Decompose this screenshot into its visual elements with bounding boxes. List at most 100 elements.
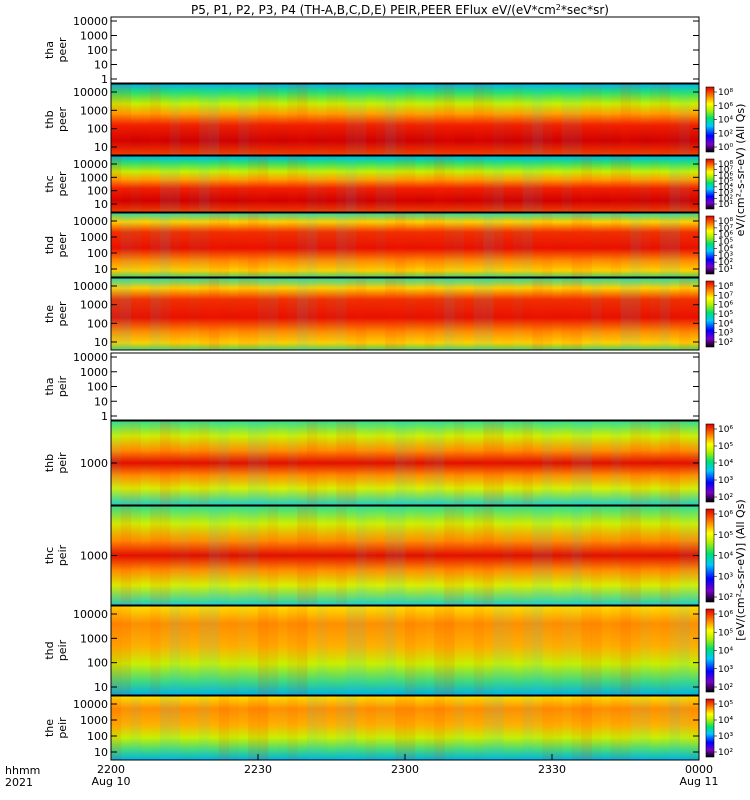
colorbar-tick-label-thc_peer-6: 10² bbox=[718, 194, 733, 204]
colorbar-tick-label-the_peir-1: 10⁴ bbox=[718, 716, 733, 726]
ytick-label-tha_peir-4: 1 bbox=[101, 410, 108, 423]
ytick-label-tha_peer-0: 10000 bbox=[73, 15, 108, 28]
ytick-label-tha_peer-2: 100 bbox=[87, 44, 108, 57]
colorbar-thd_peir bbox=[705, 608, 715, 693]
colorbar-tick-label-thb_peir-4: 10² bbox=[718, 493, 733, 503]
panel-label-product-thb_peer: peer bbox=[56, 107, 69, 133]
panel-label-product-tha_peer: peer bbox=[56, 37, 69, 63]
time-tick-label-0: 2200 bbox=[97, 763, 125, 776]
time-tick-label-1: 2230 bbox=[244, 763, 272, 776]
panel-label-probe-the_peir: the bbox=[43, 719, 56, 737]
colorbar-tick-label-the_peer-5: 10³ bbox=[718, 329, 733, 339]
ytick-label-tha_peer-1: 1000 bbox=[80, 30, 108, 43]
ytick-label-thd_peer-2: 100 bbox=[87, 247, 108, 260]
panel-label-probe-the_peer: the bbox=[43, 305, 56, 323]
colorbar-tick-label-thb_peir-0: 10⁶ bbox=[718, 425, 733, 435]
ytick-label-thd_peir-2: 100 bbox=[87, 657, 108, 670]
panel-label-product-the_peer: peer bbox=[56, 301, 69, 327]
spectrogram-texture-the_peir bbox=[111, 696, 690, 760]
ytick-label-thc_peer-2: 100 bbox=[87, 185, 108, 198]
colorbar-tick-label-thb_peer-4: 10⁰ bbox=[718, 143, 733, 153]
colorbar-tick-label-thd_peer-3: 10⁵ bbox=[718, 238, 733, 248]
colorbar-tick-label-thb_peir-3: 10³ bbox=[718, 476, 733, 486]
spectrogram-the_peer bbox=[111, 278, 699, 350]
panel-label-probe-tha_peir: tha bbox=[43, 377, 56, 395]
colorbar-tick-label-thc_peer-0: 10⁸ bbox=[718, 160, 733, 170]
colorbar-tick-label-thd_peir-0: 10⁶ bbox=[718, 610, 733, 620]
panel-label-product-tha_peir: peir bbox=[56, 375, 69, 397]
ytick-label-the_peir-2: 100 bbox=[87, 730, 108, 743]
colorbar-tick-label-the_peer-0: 10⁸ bbox=[718, 282, 733, 292]
panel-label-product-the_peir: peir bbox=[56, 717, 69, 739]
panel-the_peir: 10000 1000 100 10 the peir 10⁵ 10⁴ 10³ 10² bbox=[43, 695, 733, 761]
ytick-label-thd_peir-1: 1000 bbox=[80, 632, 108, 645]
time-axis-label-hhmm: hhmm bbox=[5, 764, 40, 777]
ytick-label-the_peer-3: 10 bbox=[94, 336, 108, 349]
colorbar-tick-label-the_peer-1: 10⁷ bbox=[718, 291, 733, 301]
ytick-label-the_peir-1: 1000 bbox=[80, 714, 108, 727]
colorbar-tick-label-thd_peer-6: 10² bbox=[718, 258, 733, 268]
colorbar-tick-label-thb_peir-2: 10⁴ bbox=[718, 459, 733, 469]
ytick-label-tha_peer-3: 10 bbox=[94, 59, 108, 72]
panel-label-product-thc_peir: peir bbox=[56, 544, 69, 566]
colorbar-tick-label-thc_peer-7: 10¹ bbox=[718, 200, 733, 210]
spectrogram-texture-the_peer bbox=[111, 278, 690, 350]
ytick-label-thc_peir-0: 1000 bbox=[80, 550, 108, 563]
time-tick-label-3: 2330 bbox=[538, 763, 566, 776]
spectrogram-thc_peer bbox=[111, 156, 699, 212]
colorbar-tick-label-thd_peer-2: 10⁶ bbox=[718, 231, 733, 241]
ytick-label-the_peer-0: 10000 bbox=[73, 280, 108, 293]
panel-frame-tha_peir bbox=[110, 352, 700, 421]
panel-thc_peir: 1000 thc peir 10⁶ 10⁵ 10⁴ 10³ 10² bbox=[43, 505, 733, 606]
colorbar-tick-label-the_peer-4: 10⁴ bbox=[718, 319, 733, 329]
colorbar-tick-label-thc_peir-2: 10⁴ bbox=[718, 552, 733, 562]
ytick-label-thb_peer-0: 10000 bbox=[73, 86, 108, 99]
panel-label-probe-thd_peer: thd bbox=[43, 236, 56, 254]
colorbar-the_peir bbox=[705, 698, 715, 758]
colorbar-tick-label-the_peer-3: 10⁵ bbox=[718, 310, 733, 320]
panel-frame-thd_peir bbox=[110, 605, 700, 696]
colorbar-tick-label-the_peir-3: 10² bbox=[718, 748, 733, 758]
colorbar-tick-label-thd_peer-0: 10⁸ bbox=[718, 217, 733, 227]
panel-label-probe-thb_peir: thb bbox=[43, 454, 56, 472]
ytick-label-tha_peir-0: 10000 bbox=[73, 351, 108, 364]
ytick-label-thd_peer-0: 10000 bbox=[73, 215, 108, 228]
colorbar-tick-label-thd_peir-4: 10² bbox=[718, 683, 733, 693]
ytick-label-thd_peir-0: 10000 bbox=[73, 608, 108, 621]
spectrogram-thc_peir bbox=[111, 506, 699, 605]
spectrogram-the_peir bbox=[111, 696, 699, 760]
ytick-label-the_peer-2: 100 bbox=[87, 317, 108, 330]
colorbar-tick-label-the_peir-0: 10⁵ bbox=[718, 700, 733, 710]
colorbar-tick-label-thc_peer-2: 10⁶ bbox=[718, 171, 733, 181]
ytick-label-tha_peir-3: 10 bbox=[94, 395, 108, 408]
spectrogram-texture-thb_peer bbox=[111, 84, 690, 155]
ytick-label-thd_peer-3: 10 bbox=[94, 263, 108, 276]
colorbar-tick-label-thc_peer-1: 10⁷ bbox=[718, 166, 733, 176]
colorbar-tick-label-thd_peer-5: 10³ bbox=[718, 251, 733, 261]
colorbar-thb_peer bbox=[705, 86, 715, 153]
spectrogram-texture-thc_peir bbox=[111, 506, 700, 605]
colorbar-tick-label-thb_peer-2: 10⁴ bbox=[718, 116, 733, 126]
ytick-label-thd_peer-1: 1000 bbox=[80, 231, 108, 244]
panel-frame-tha_peer bbox=[110, 16, 700, 84]
colorbar-thd_peer bbox=[705, 215, 715, 275]
colorbar-tick-label-thc_peer-5: 10³ bbox=[718, 189, 733, 199]
ytick-label-thb_peer-3: 10 bbox=[94, 141, 108, 154]
ytick-label-the_peir-0: 10000 bbox=[73, 698, 108, 711]
colorbar-tick-label-thc_peer-3: 10⁵ bbox=[718, 177, 733, 187]
panel-frame-thd_peer bbox=[110, 212, 700, 278]
ytick-label-thd_peir-3: 10 bbox=[94, 681, 108, 694]
ytick-label-thb_peer-1: 1000 bbox=[80, 104, 108, 117]
colorbar-thb_peir bbox=[705, 423, 715, 503]
colorbar-tick-label-thb_peer-1: 10⁶ bbox=[718, 102, 733, 112]
panel-the_peer: 10000 1000 100 10 the peer 10⁸10⁷10⁶10⁵10⁴10³1… bbox=[43, 277, 733, 351]
panel-frame-thc_peer bbox=[110, 155, 700, 213]
colorbar-tick-label-thd_peir-2: 10⁴ bbox=[718, 647, 733, 657]
spectrogram-thb_peer bbox=[111, 84, 699, 155]
ytick-label-the_peir-3: 10 bbox=[94, 746, 108, 759]
